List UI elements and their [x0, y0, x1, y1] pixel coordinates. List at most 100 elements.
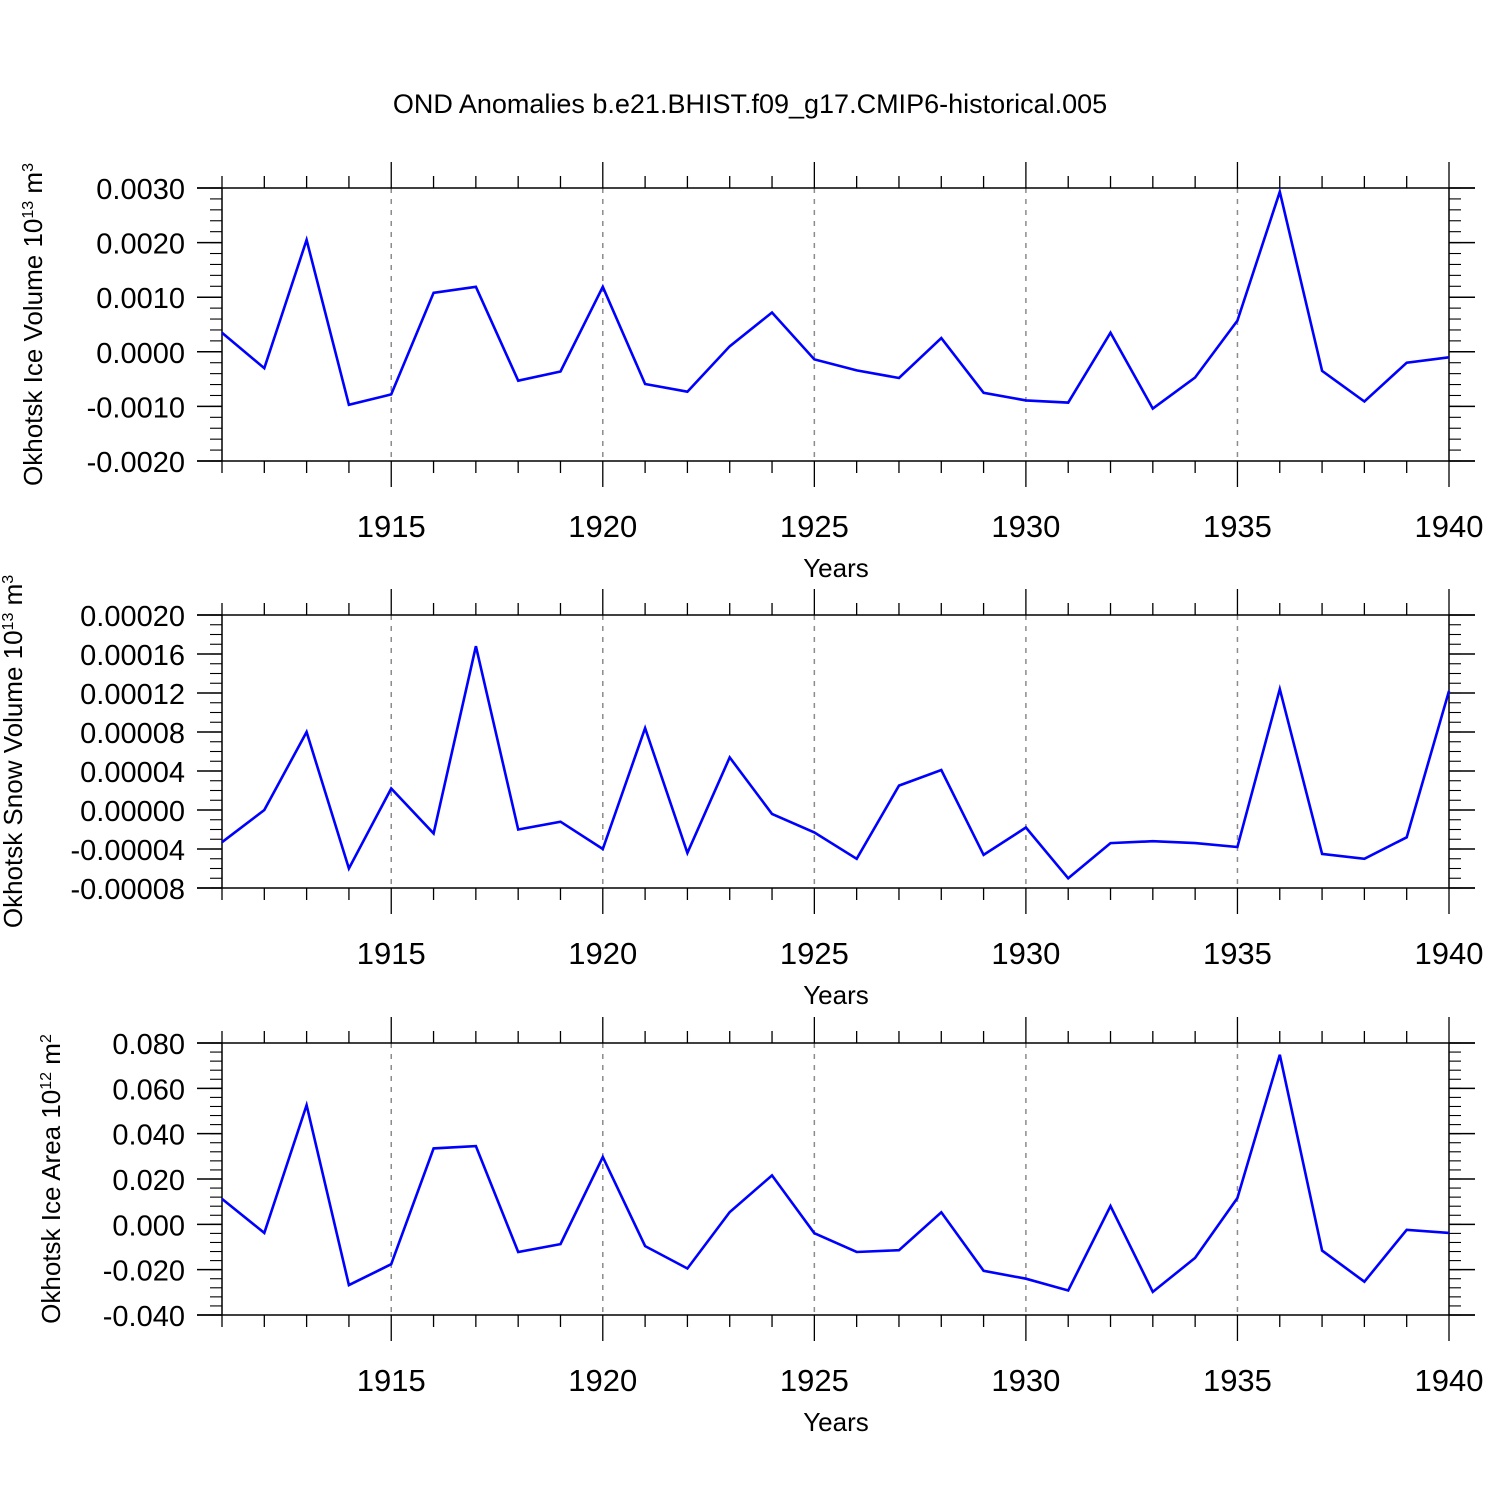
- data-point: [516, 1250, 520, 1254]
- y-tick-label: 0.000: [112, 1210, 185, 1242]
- data-point: [1024, 398, 1028, 402]
- data-point: [643, 1244, 647, 1248]
- data-point: [1151, 839, 1155, 843]
- data-point: [432, 831, 436, 835]
- data-point: [262, 1231, 266, 1235]
- data-point: [1024, 1277, 1028, 1281]
- data-point: [601, 285, 605, 289]
- data-point: [812, 1231, 816, 1235]
- data-point: [855, 1250, 859, 1254]
- data-point: [432, 291, 436, 295]
- y-tick-label: 0.0020: [96, 229, 185, 261]
- data-point: [1235, 1196, 1239, 1200]
- y-tick-label: 0.060: [112, 1074, 185, 1106]
- y-tick-label: 0.00020: [80, 601, 185, 633]
- x-tick-label: 1935: [1203, 1363, 1272, 1398]
- data-point: [1193, 375, 1197, 379]
- panel-2: -0.00008 -0.00004 0.00000 0.00004 0.00008 0.0…: [0, 575, 1483, 1010]
- y-axis-label: Okhotsk Snow Volume 1013 m3: [0, 575, 28, 928]
- data-point: [855, 368, 859, 372]
- data-point: [1447, 689, 1451, 693]
- x-axis-label: Years: [803, 553, 869, 583]
- data-point: [812, 830, 816, 834]
- series-line: [221, 1054, 1450, 1294]
- series-line: [221, 187, 1450, 411]
- data-point: [1447, 355, 1451, 359]
- data-point: [982, 853, 986, 857]
- data-point: [1362, 399, 1366, 403]
- x-axis-label: Years: [803, 1407, 869, 1437]
- data-point: [1320, 369, 1324, 373]
- data-point: [474, 644, 478, 648]
- data-point: [1447, 1231, 1451, 1235]
- data-point: [1278, 190, 1282, 194]
- figure-title: OND Anomalies b.e21.BHIST.f09_g17.CMIP6-…: [393, 89, 1107, 119]
- data-point: [770, 1173, 774, 1177]
- data-point: [1362, 1280, 1366, 1284]
- x-tick-label: 1940: [1415, 936, 1484, 971]
- y-axis-label: Okhotsk Ice Volume 1013 m3: [18, 163, 48, 486]
- data-point: [1405, 1228, 1409, 1232]
- data-point: [1278, 1053, 1282, 1057]
- data-point: [516, 379, 520, 383]
- data-point: [1109, 1204, 1113, 1208]
- y-tick-label: 0.020: [112, 1165, 185, 1197]
- data-point: [220, 331, 224, 335]
- data-point: [1235, 319, 1239, 323]
- x-tick-label: 1915: [357, 936, 426, 971]
- x-tick-label: 1915: [357, 509, 426, 544]
- data-point: [685, 390, 689, 394]
- data-point: [558, 369, 562, 373]
- x-axis-label: Years: [803, 980, 869, 1010]
- data-point: [601, 1155, 605, 1159]
- data-point: [812, 357, 816, 361]
- y-tick-label: -0.040: [103, 1301, 185, 1333]
- data-point: [728, 755, 732, 759]
- x-tick-label: 1935: [1203, 509, 1272, 544]
- y-tick-label: -0.00004: [71, 835, 186, 867]
- x-tick-label: 1935: [1203, 936, 1272, 971]
- data-point: [728, 344, 732, 348]
- y-tick-label: 0.040: [112, 1120, 185, 1152]
- data-point: [939, 1210, 943, 1214]
- data-point: [1193, 841, 1197, 845]
- data-point: [1066, 876, 1070, 880]
- data-point: [1235, 845, 1239, 849]
- y-tick-label: 0.00004: [80, 757, 185, 789]
- x-tick-label: 1915: [357, 1363, 426, 1398]
- data-point: [389, 787, 393, 791]
- y-tick-label: 0.00012: [80, 679, 185, 711]
- data-point: [305, 238, 309, 242]
- x-tick-label: 1925: [780, 1363, 849, 1398]
- data-point: [516, 828, 520, 832]
- x-tick-label: 1930: [991, 509, 1060, 544]
- data-point: [220, 1197, 224, 1201]
- data-point: [1320, 852, 1324, 856]
- x-tick-label: 1920: [568, 936, 637, 971]
- panel-3: -0.040 -0.020 0.000 0.020 0.040 0.060 0.080 191…: [36, 1017, 1483, 1437]
- data-point: [897, 784, 901, 788]
- y-axis-label: Okhotsk Ice Area 1012 m2: [36, 1034, 66, 1324]
- data-point: [262, 808, 266, 812]
- data-point: [305, 1103, 309, 1107]
- y-tick-label: 0.0010: [96, 283, 185, 315]
- y-tick-label: -0.020: [103, 1256, 185, 1288]
- y-tick-label: 0.0000: [96, 338, 185, 370]
- data-point: [558, 820, 562, 824]
- data-point: [897, 376, 901, 380]
- data-point: [1109, 841, 1113, 845]
- data-point: [1405, 835, 1409, 839]
- y-tick-label: -0.00008: [71, 874, 186, 906]
- data-point: [1066, 1289, 1070, 1293]
- data-point: [897, 1248, 901, 1252]
- data-point: [643, 726, 647, 730]
- data-point: [347, 1283, 351, 1287]
- x-tick-label: 1940: [1415, 1363, 1484, 1398]
- x-tick-label: 1920: [568, 1363, 637, 1398]
- data-point: [1151, 1290, 1155, 1294]
- x-tick-label: 1930: [991, 936, 1060, 971]
- data-point: [305, 730, 309, 734]
- data-point: [982, 391, 986, 395]
- y-tick-label: -0.0020: [87, 447, 185, 479]
